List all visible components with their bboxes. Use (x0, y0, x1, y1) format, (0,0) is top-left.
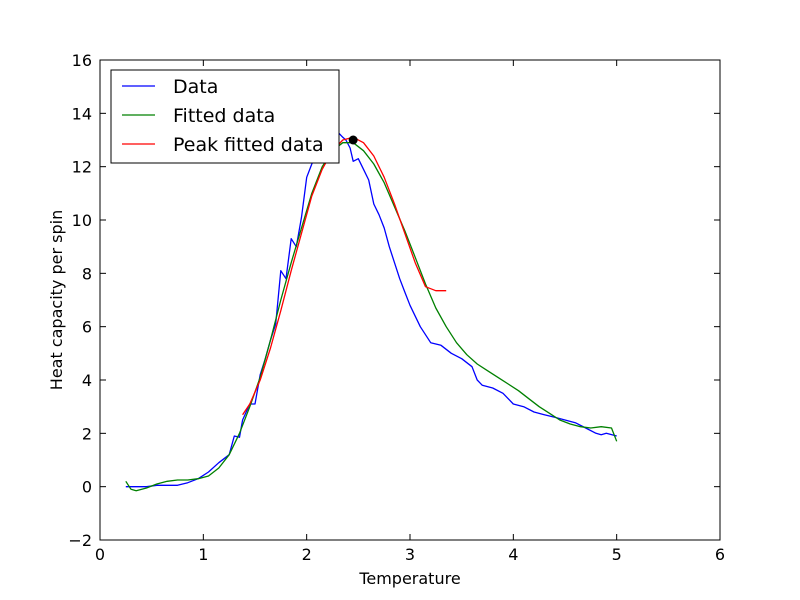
x-tick-label: 4 (508, 545, 518, 564)
legend-label-data: Data (173, 76, 218, 98)
y-tick-label: 0 (82, 478, 92, 497)
x-tick-label: 6 (715, 545, 725, 564)
y-tick-label: 12 (72, 158, 92, 177)
x-tick-label: 2 (302, 545, 312, 564)
y-tick-label: −2 (68, 531, 92, 550)
series-line-data (125, 126, 617, 488)
x-tick-label: 5 (612, 545, 622, 564)
y-tick-label: 16 (72, 51, 92, 70)
x-axis-label: Temperature (358, 569, 460, 588)
y-axis-label: Heat capacity per spin (47, 210, 66, 390)
plot-layer (125, 126, 618, 492)
y-tick-label: 6 (82, 318, 92, 337)
y-tick-label: 2 (82, 424, 92, 443)
y-tick-label: 4 (82, 371, 92, 390)
x-tick-label: 1 (198, 545, 208, 564)
y-tick-label: 10 (72, 211, 92, 230)
peak-marker (348, 135, 358, 145)
legend-label-peak-fitted-data: Peak fitted data (173, 134, 324, 156)
x-tick-label: 3 (405, 545, 415, 564)
series-line-peak-fitted-data (242, 136, 447, 416)
legend-label-fitted-data: Fitted data (173, 105, 275, 127)
y-tick-label: 8 (82, 264, 92, 283)
series-line-fitted-data (125, 142, 618, 492)
x-tick-label: 0 (95, 545, 105, 564)
legend: Data Fitted data Peak fitted data (110, 69, 340, 164)
y-tick-label: 14 (72, 104, 92, 123)
